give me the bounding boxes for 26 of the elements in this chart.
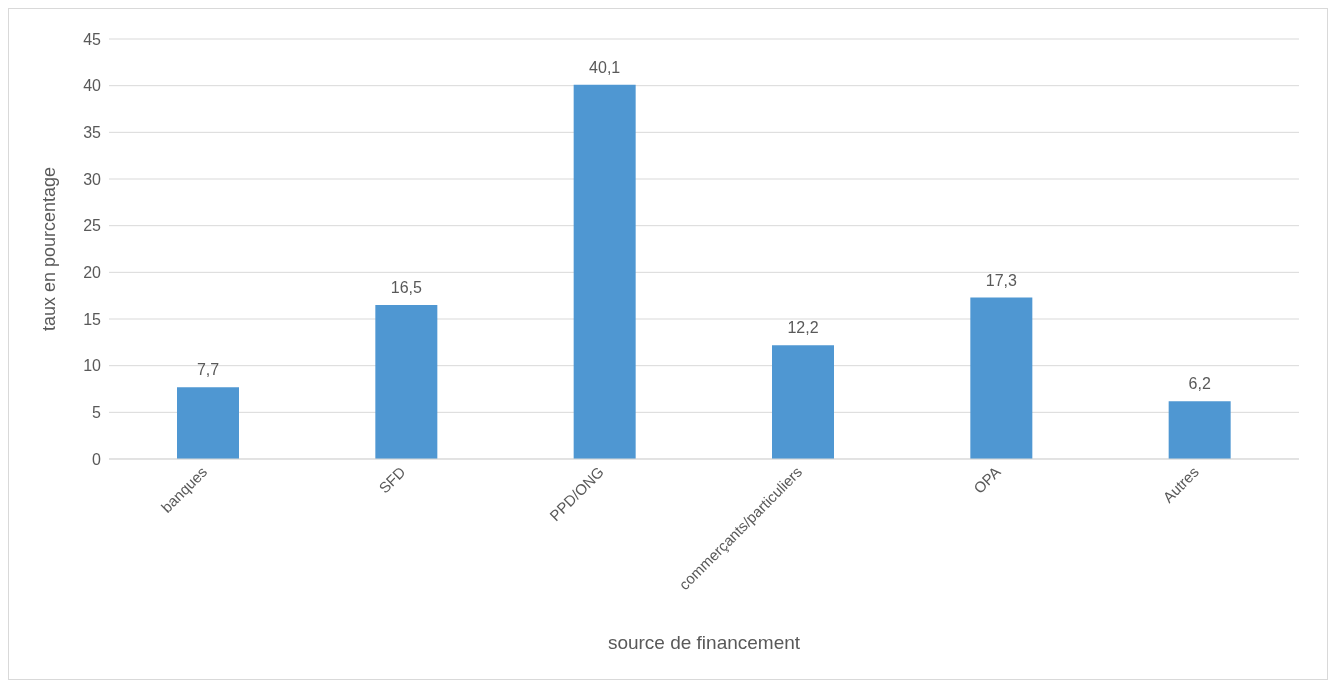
data-label: 40,1 xyxy=(589,58,621,76)
y-tick-label: 35 xyxy=(83,124,102,142)
y-tick-label: 40 xyxy=(83,77,102,95)
y-tick-label: 25 xyxy=(83,217,102,235)
data-label: 6,2 xyxy=(1188,375,1211,393)
x-tick-label: OPA xyxy=(969,463,1004,497)
bar xyxy=(573,84,636,459)
y-tick-label: 10 xyxy=(83,357,102,375)
bar xyxy=(375,305,438,459)
data-label: 7,7 xyxy=(196,361,220,379)
bar xyxy=(1168,401,1231,459)
data-label: 16,5 xyxy=(390,279,423,296)
bar xyxy=(970,297,1033,459)
y-tick-label: 20 xyxy=(83,264,102,282)
x-tick-label: SFD xyxy=(375,462,409,497)
data-label: 17,3 xyxy=(985,271,1018,289)
y-tick-label: 5 xyxy=(92,404,102,422)
y-tick-label: 45 xyxy=(83,30,102,48)
bar xyxy=(177,387,239,459)
y-tick-label: 30 xyxy=(83,170,102,188)
x-axis-title: source de financement xyxy=(607,632,801,653)
data-label: 12,2 xyxy=(787,319,819,337)
y-tick-label: 15 xyxy=(83,310,102,328)
bar xyxy=(772,345,834,459)
y-axis-title: taux en pourcentage xyxy=(39,166,60,332)
y-tick-label: 0 xyxy=(92,450,102,468)
